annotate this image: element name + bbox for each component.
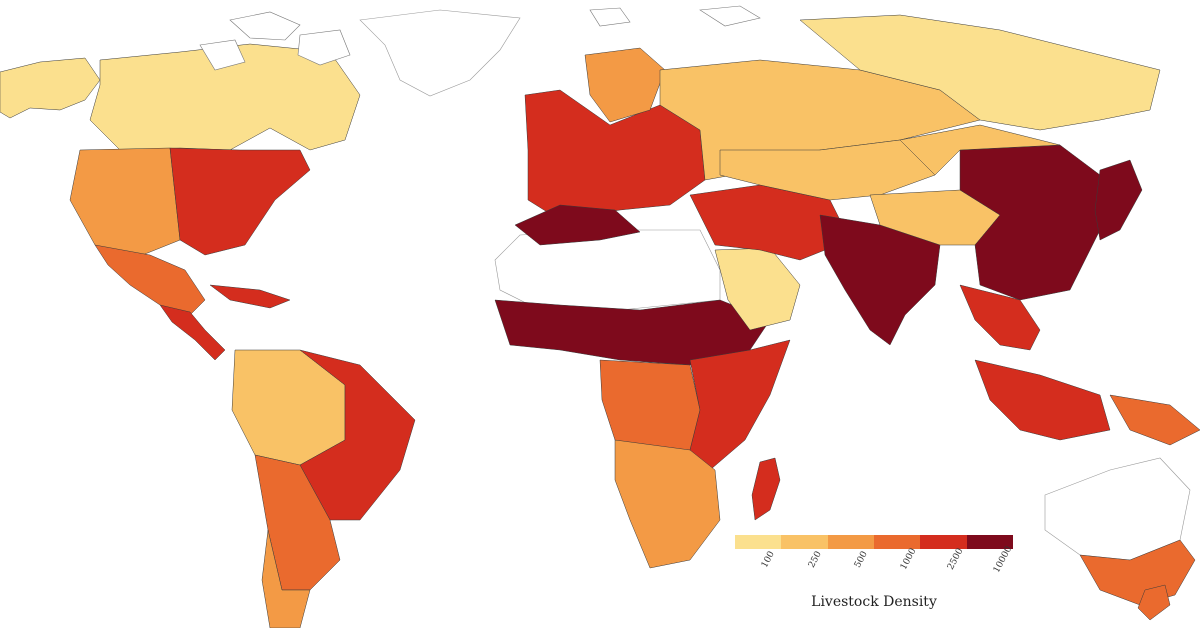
arctic-island-outline bbox=[699, 5, 761, 27]
legend-tick-100: 100 bbox=[760, 549, 778, 570]
region-scandinavia bbox=[584, 47, 666, 123]
arctic-island-outline bbox=[297, 29, 351, 66]
region-central-america bbox=[159, 304, 226, 361]
region-new-zealand bbox=[1137, 584, 1171, 621]
legend-swatch-10000 bbox=[966, 535, 1013, 549]
legend-tick-250: 250 bbox=[806, 549, 824, 570]
arctic-island-outline bbox=[229, 11, 301, 41]
region-indonesia bbox=[974, 359, 1111, 441]
region-eastern-brazil bbox=[299, 349, 416, 521]
region-patagonia bbox=[261, 529, 311, 628]
legend-swatch-250 bbox=[781, 535, 828, 549]
legend-tick-1000: 1000 bbox=[899, 547, 920, 573]
legend-tick-2500: 2500 bbox=[945, 547, 966, 573]
region-southern-africa bbox=[614, 439, 721, 569]
legend: 100 250 500 1000 2500 10000 Livestock Density bbox=[735, 535, 1015, 615]
legend-color-bar bbox=[735, 535, 1013, 549]
legend-tick-500: 500 bbox=[853, 549, 871, 570]
region-maghreb bbox=[514, 204, 641, 246]
region-southeast-asia bbox=[959, 284, 1041, 351]
arctic-island-outline bbox=[199, 39, 246, 71]
region-layer bbox=[0, 9, 1200, 628]
region-sahara bbox=[494, 229, 721, 311]
legend-swatch-1000 bbox=[873, 535, 921, 549]
region-papua-new-guinea bbox=[1109, 394, 1200, 446]
legend-swatch-500 bbox=[827, 535, 874, 549]
region-western-europe bbox=[524, 89, 706, 221]
region-madagascar bbox=[751, 457, 781, 521]
region-mexico bbox=[94, 244, 206, 316]
coastline-layer bbox=[199, 5, 761, 71]
arctic-island-outline bbox=[589, 7, 631, 27]
region-siberia bbox=[799, 14, 1161, 131]
region-caribbean bbox=[209, 284, 291, 309]
region-canada bbox=[89, 43, 361, 151]
region-eastern-united-states bbox=[169, 147, 311, 256]
legend-swatch-100 bbox=[735, 535, 782, 549]
region-japan bbox=[1094, 159, 1143, 241]
region-mongolia bbox=[899, 124, 1061, 176]
region-east-africa bbox=[689, 339, 791, 471]
region-western-united-states bbox=[69, 147, 181, 261]
region-alaska bbox=[0, 57, 101, 119]
region-australia-southeast bbox=[1079, 539, 1196, 606]
legend-title: Livestock Density bbox=[811, 594, 937, 610]
legend-swatch-2500 bbox=[920, 535, 967, 549]
legend-tick-10000: 10000 bbox=[992, 544, 1015, 575]
region-greenland bbox=[359, 9, 521, 97]
